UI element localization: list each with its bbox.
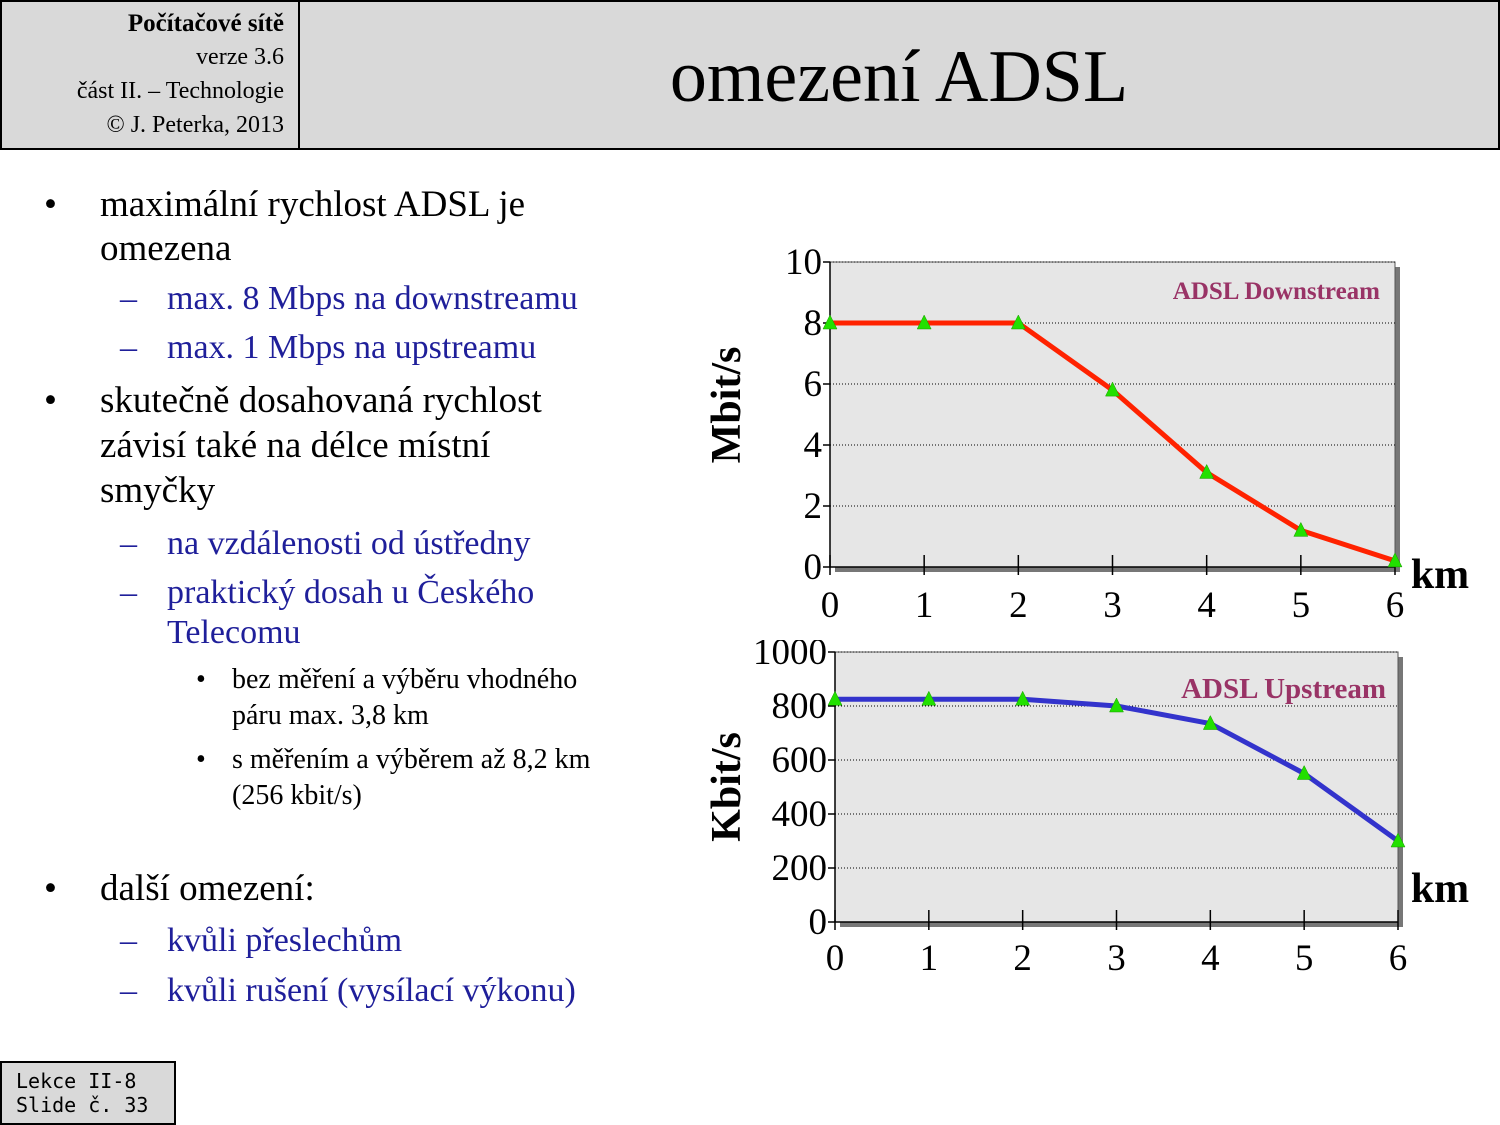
x-tick-label: 2	[1013, 938, 1032, 979]
x-tick-label: 2	[1009, 585, 1028, 626]
sub-sub-bullet-dot: •	[196, 744, 206, 775]
y-tick-label: 4	[804, 425, 823, 466]
sub-bullet-text: Telecomu	[167, 614, 301, 651]
data-point-marker	[827, 690, 843, 706]
y-tick-label: 0	[809, 902, 828, 943]
x-tick-label: 6	[1386, 585, 1405, 626]
bullet-dot: •	[44, 380, 57, 421]
bullet-text: závisí také na délce místní	[100, 425, 491, 466]
bullet-text: další omezení:	[100, 868, 315, 909]
y-tick-label: 6	[804, 364, 823, 405]
sub-bullet-text: max. 1 Mbps na upstreamu	[167, 329, 537, 366]
x-tick-label: 0	[821, 585, 840, 626]
version-label: verze 3.6	[196, 44, 284, 70]
x-tick-label: 4	[1197, 585, 1216, 626]
sub-bullet-dash: –	[120, 329, 137, 366]
bullet-text: omezena	[100, 228, 232, 269]
sub-sub-bullet-text: páru max. 3,8 km	[232, 700, 429, 731]
x-tick-label: 5	[1292, 585, 1311, 626]
x-axis-label: km	[1411, 866, 1469, 912]
y-tick-label: 600	[772, 740, 828, 781]
header-info-box: Počítačové sítě verze 3.6 část II. – Tec…	[0, 0, 300, 150]
upstream-chart: 0 200 400 600 800 1000 0 1 2 3 4 5 6 ADSL Upstream Kbi…	[704, 640, 1469, 979]
data-point-marker	[1202, 714, 1218, 730]
data-point-marker	[921, 690, 937, 706]
sub-sub-bullet-dot: •	[196, 664, 206, 695]
downstream-chart: 0 2 4 6 8 10 0 1 2 3 4 5 6 ADSL Downstream Mbit/s km	[704, 242, 1469, 626]
y-axis-label: Mbit/s	[704, 347, 750, 464]
bullet-dot: •	[44, 868, 57, 909]
y-tick-label: 10	[785, 242, 822, 283]
bullet-text: skutečně dosahovaná rychlost	[100, 380, 542, 421]
sub-bullet-text: kvůli rušení (vysílací výkonu)	[167, 972, 576, 1009]
x-tick-label: 4	[1201, 938, 1220, 979]
data-point-marker	[1015, 690, 1031, 706]
data-point-marker	[1390, 832, 1406, 848]
sub-bullet-dash: –	[120, 574, 137, 611]
sub-bullet-dash: –	[120, 972, 137, 1009]
data-point-marker	[916, 314, 932, 330]
data-point-marker	[1293, 521, 1309, 537]
sub-bullet-dash: –	[120, 525, 137, 562]
series-title: ADSL Upstream	[1181, 673, 1386, 705]
x-tick-label: 6	[1389, 938, 1408, 979]
sub-sub-bullet-text: s měřením a výběrem až 8,2 km	[232, 744, 591, 775]
lecture-label: Lekce II-8	[16, 1069, 137, 1093]
slide-info-box: Lekce II-8 Slide č. 33	[0, 1061, 176, 1125]
course-name: Počítačové sítě	[127, 10, 284, 37]
sub-bullet-text: praktický dosah u Českého	[167, 574, 535, 611]
title-box: omezení ADSL	[298, 0, 1500, 150]
bullet-dot: •	[44, 184, 57, 225]
slide-number-label: Slide č. 33	[16, 1093, 149, 1117]
y-tick-label: 1000	[753, 640, 827, 673]
slide-title: omezení ADSL	[669, 36, 1129, 118]
y-tick-label: 800	[772, 686, 828, 727]
data-point-marker	[1387, 552, 1403, 568]
y-tick-label: 0	[804, 547, 823, 588]
data-point-marker	[1010, 314, 1026, 330]
y-axis-label: Kbit/s	[704, 732, 750, 842]
bullet-text: smyčky	[100, 470, 216, 511]
sub-bullet-dash: –	[120, 280, 137, 317]
data-point-marker	[1105, 381, 1120, 397]
y-tick-label: 8	[804, 303, 823, 344]
x-tick-label: 1	[920, 938, 939, 979]
data-point-marker	[1296, 764, 1312, 780]
x-tick-label: 5	[1295, 938, 1314, 979]
y-tick-label: 2	[804, 486, 823, 527]
bullet-text: maximální rychlost ADSL je	[100, 184, 526, 225]
sub-sub-bullet-text: (256 kbit/s)	[232, 780, 362, 811]
sub-bullet-text: max. 8 Mbps na downstreamu	[167, 280, 578, 317]
data-point-marker	[1109, 697, 1124, 713]
y-tick-label: 200	[772, 848, 828, 889]
part-label: část II. – Technologie	[76, 78, 284, 104]
x-tick-label: 3	[1103, 585, 1122, 626]
data-point-marker	[1199, 463, 1215, 479]
series-title: ADSL Downstream	[1173, 278, 1380, 305]
x-tick-label: 3	[1107, 938, 1126, 979]
copyright-label: © J. Peterka, 2013	[106, 112, 284, 138]
sub-sub-bullet-text: bez měření a výběru vhodného	[232, 664, 578, 695]
x-tick-label: 1	[915, 585, 934, 626]
x-tick-label: 0	[826, 938, 845, 979]
y-tick-label: 400	[772, 794, 828, 835]
data-point-marker	[822, 314, 838, 330]
sub-bullet-dash: –	[120, 922, 137, 959]
x-axis-label: km	[1411, 552, 1469, 598]
sub-bullet-text: na vzdálenosti od ústředny	[167, 525, 531, 562]
sub-bullet-text: kvůli přeslechům	[167, 922, 403, 959]
plot-area	[829, 261, 1396, 568]
